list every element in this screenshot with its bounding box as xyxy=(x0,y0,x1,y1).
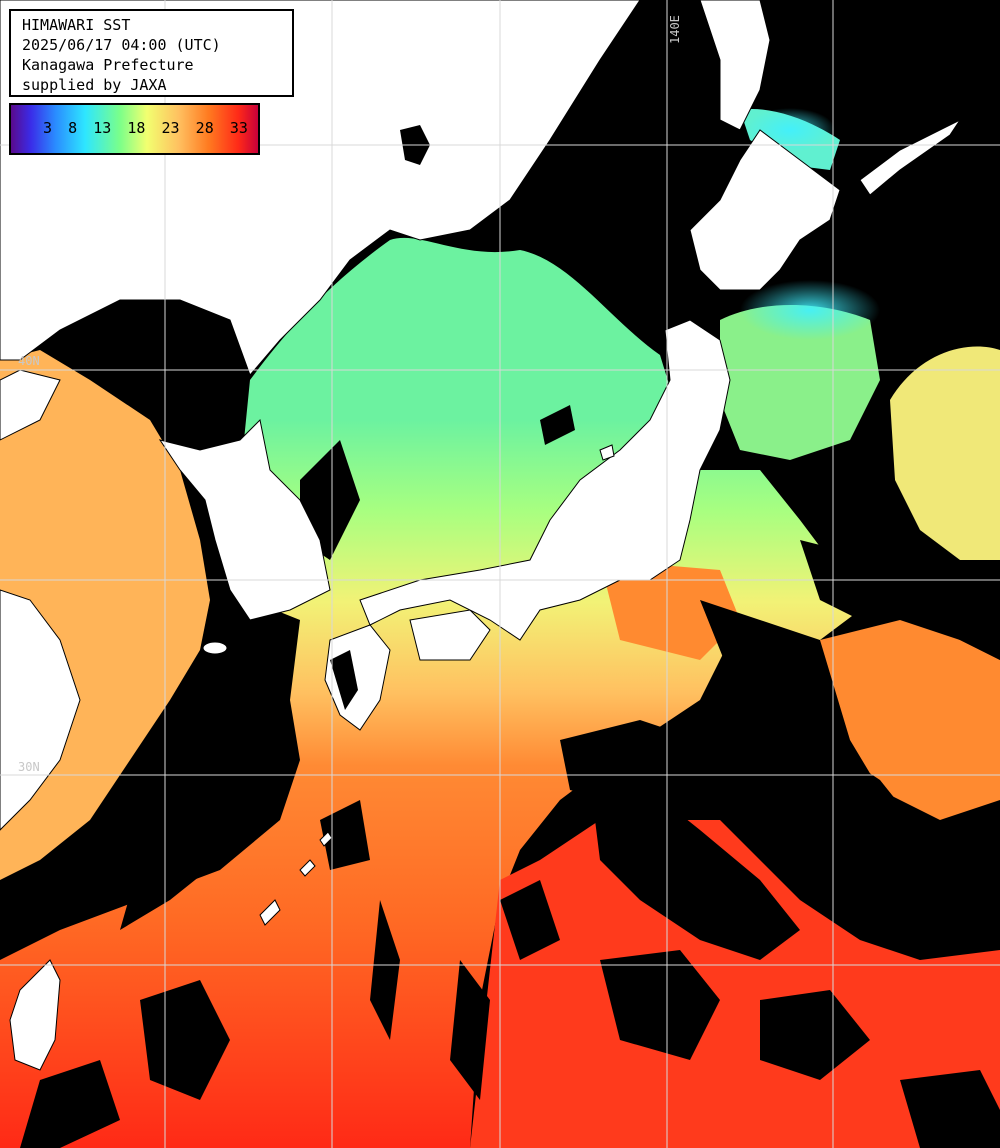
taiwan xyxy=(9,959,61,1071)
china-mainland-south xyxy=(0,589,81,831)
sakhalin xyxy=(699,0,771,131)
info-source: supplied by JAXA xyxy=(22,76,167,94)
temperature-color-legend: 3 8 13 18 23 28 33 xyxy=(9,103,260,155)
legend-labels: 3 8 13 18 23 28 33 xyxy=(11,119,258,137)
china-coast xyxy=(0,369,61,441)
kuril-islands xyxy=(859,118,962,196)
grid-label-140e: 140E xyxy=(668,15,682,44)
sado-island xyxy=(599,444,615,461)
info-region: Kanagawa Prefecture xyxy=(22,56,194,74)
japan-kyushu xyxy=(324,624,391,731)
legend-label: 28 xyxy=(195,119,214,137)
japan-shikoku xyxy=(409,609,491,661)
korean-peninsula xyxy=(158,418,331,621)
legend-label: 18 xyxy=(127,119,146,137)
map-info-box: HIMAWARI SST 2025/06/17 04:00 (UTC) Kana… xyxy=(9,9,294,97)
legend-label: 13 xyxy=(93,119,112,137)
grid-label-40n: 40N xyxy=(18,354,40,368)
legend-label: 23 xyxy=(161,119,180,137)
info-datetime: 2025/06/17 04:00 (UTC) xyxy=(22,36,221,54)
jeju-island xyxy=(202,641,228,655)
legend-label: 3 xyxy=(43,119,53,137)
ryukyu-islands xyxy=(259,831,333,926)
legend-label: 33 xyxy=(229,119,248,137)
japan-hokkaido xyxy=(689,129,841,291)
legend-label: 8 xyxy=(68,119,78,137)
info-title: HIMAWARI SST xyxy=(22,16,131,34)
grid-label-30n: 30N xyxy=(18,760,40,774)
